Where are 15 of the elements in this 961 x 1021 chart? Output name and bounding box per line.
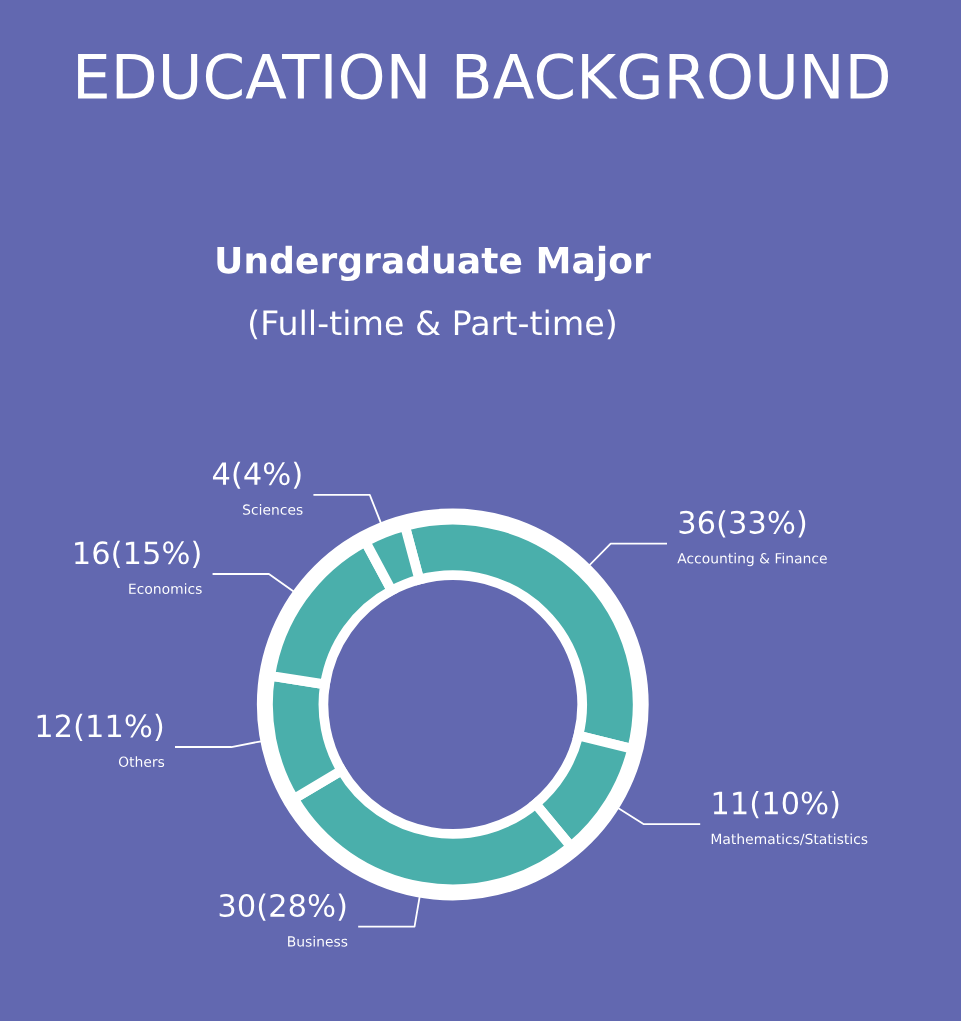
chart-subtitle: (Full-time & Part-time): [249, 309, 615, 340]
slice-label: Sciences: [243, 504, 303, 515]
data-label: 4(4%): [212, 461, 301, 489]
slice-label: Mathematics/Statistics: [711, 833, 868, 846]
slice-label: Accounting & Finance: [677, 552, 827, 567]
slice-label: Business: [288, 935, 348, 947]
data-label: 36(33%): [679, 510, 806, 538]
data-label: 30(28%): [219, 893, 346, 921]
text: EDUCATION BACKGROUND: [78, 53, 889, 100]
slice-label: Others: [118, 756, 165, 768]
data-label: 11(10%): [713, 790, 839, 819]
chart-title: Undergraduate Major: [217, 245, 651, 282]
data-label: 12(11%): [37, 713, 163, 741]
data-label: 16(15%): [75, 540, 200, 568]
slice-label: Economics: [129, 583, 202, 594]
